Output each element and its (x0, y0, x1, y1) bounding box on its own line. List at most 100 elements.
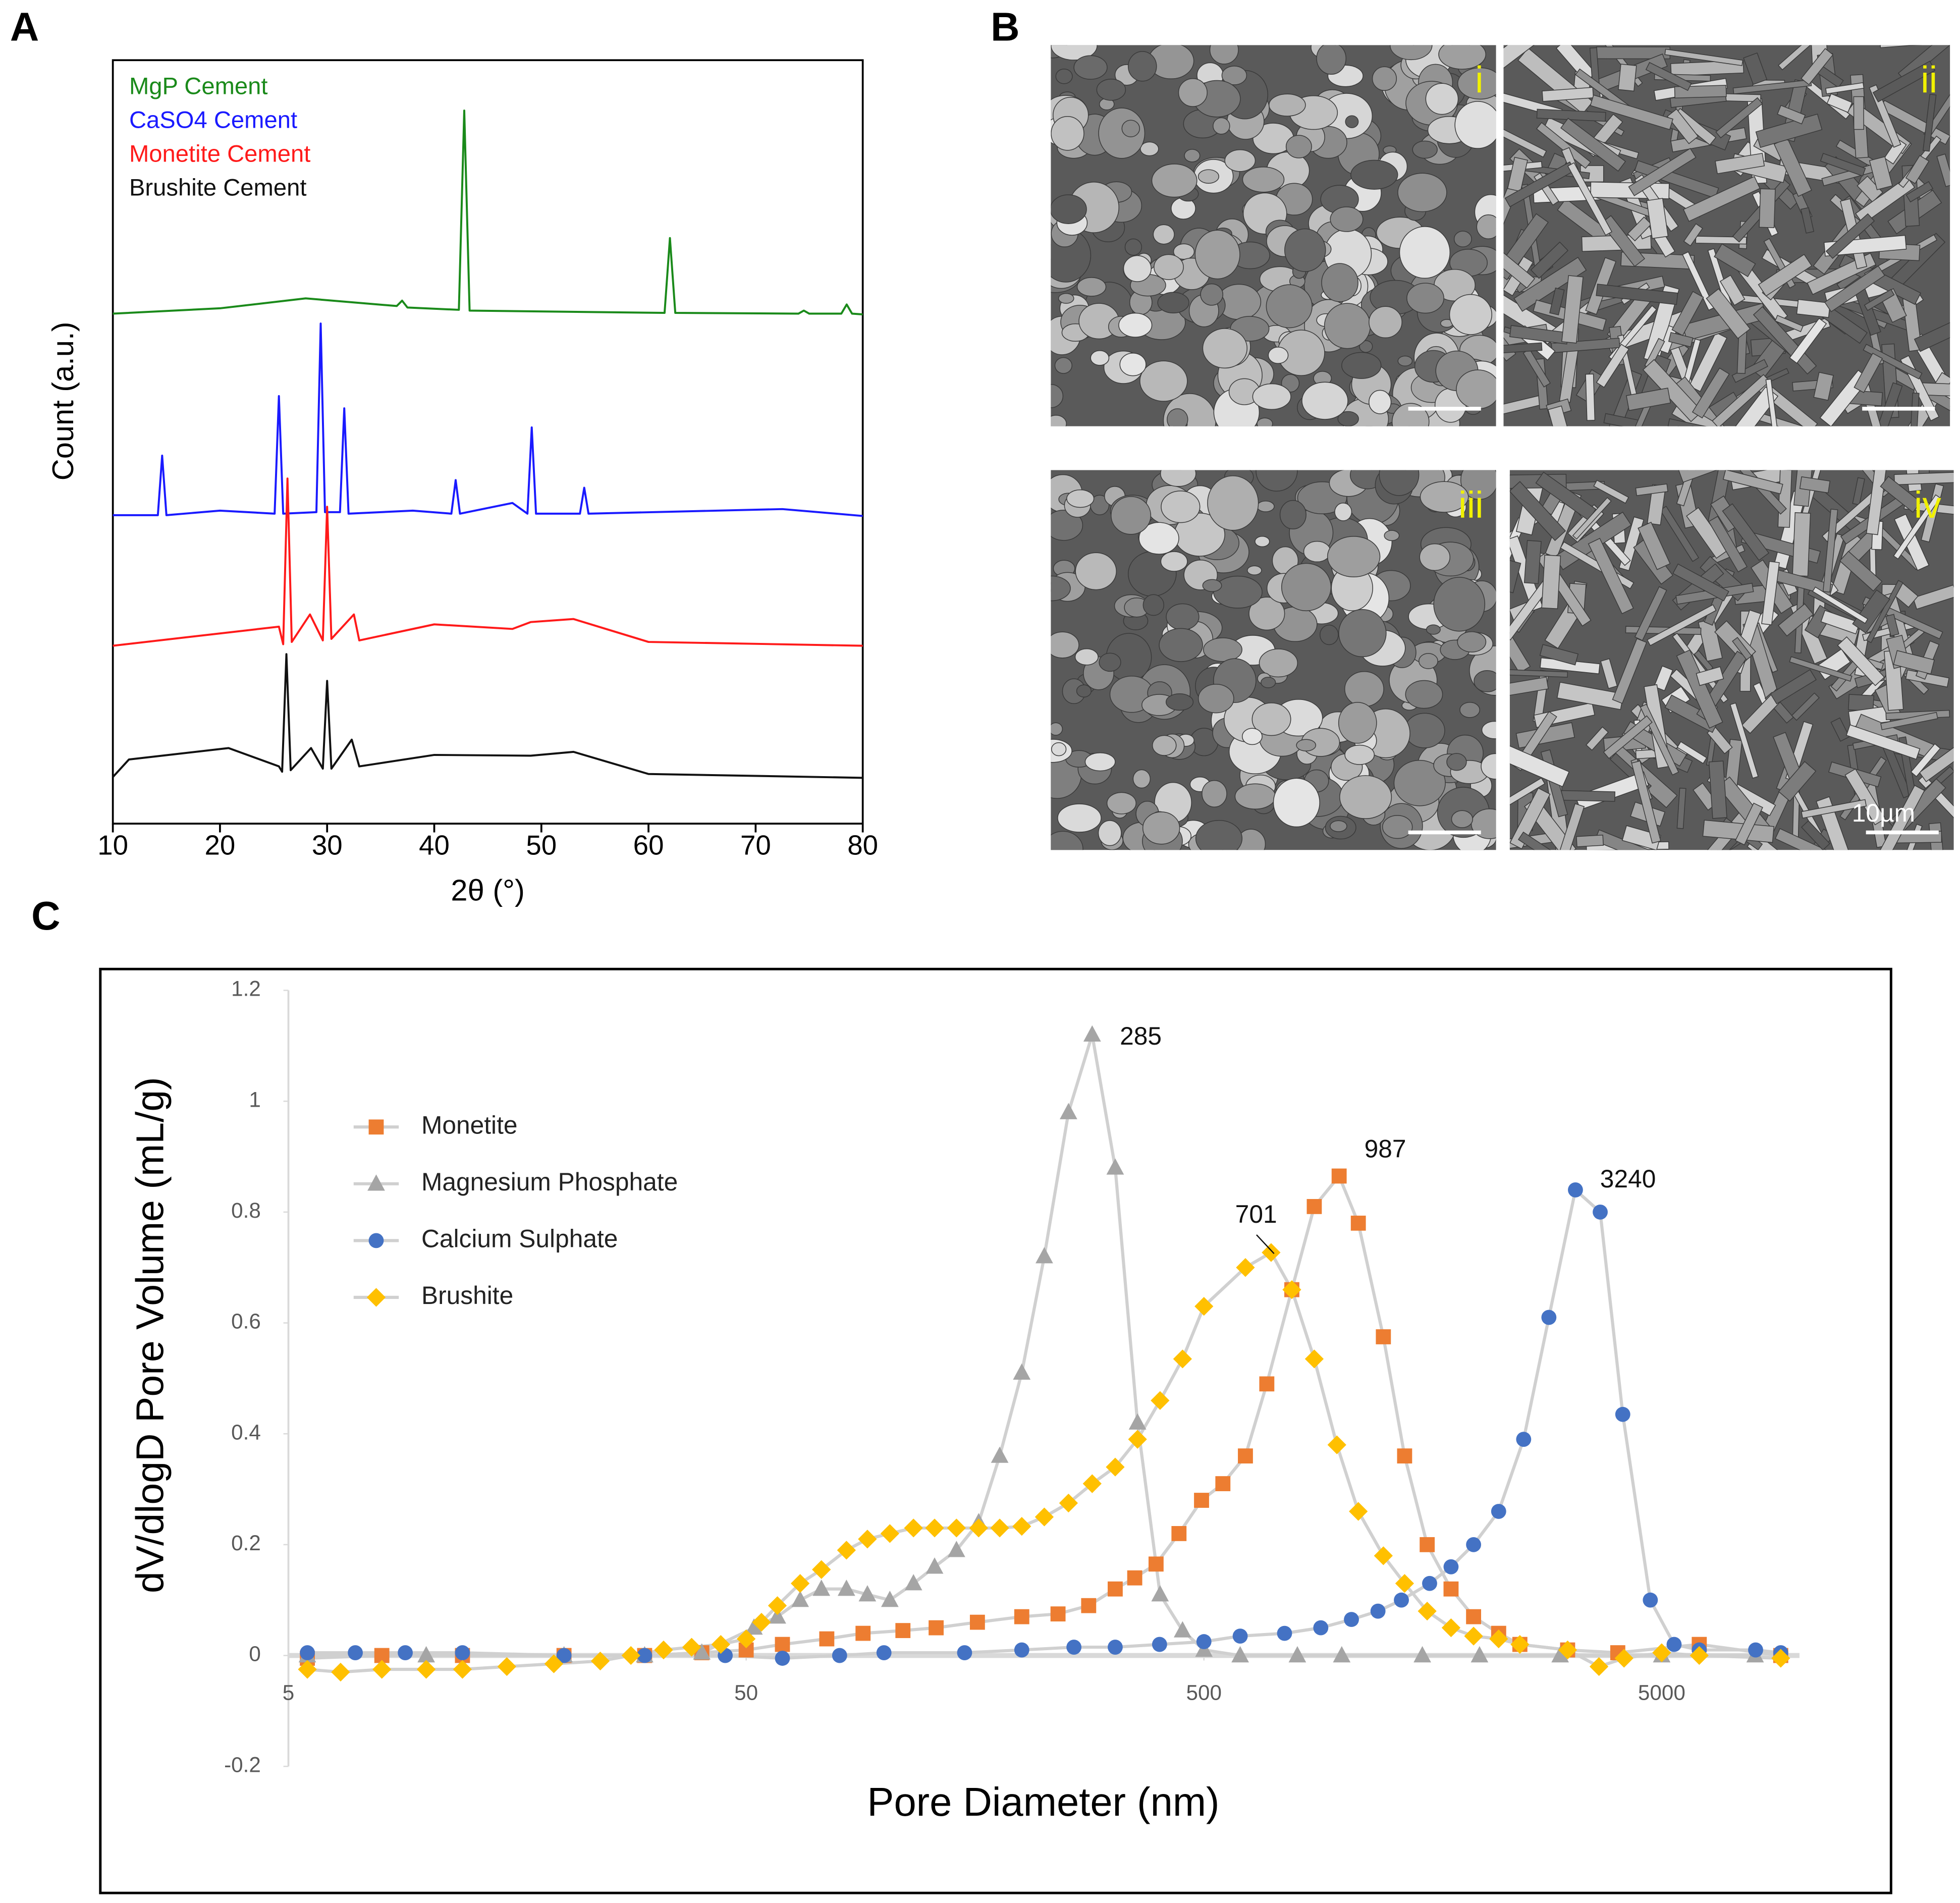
grain (1397, 355, 1413, 366)
crystal (1668, 332, 1694, 348)
marker (1690, 1646, 1709, 1665)
grain (1419, 543, 1451, 571)
crystal (1799, 476, 1831, 494)
marker (1238, 1448, 1253, 1464)
grain (1404, 713, 1445, 748)
marker (1397, 1448, 1412, 1464)
marker (1173, 1621, 1191, 1638)
texture (1509, 470, 1954, 850)
grain (1460, 470, 1496, 500)
legend-marker (367, 1174, 385, 1191)
marker (497, 1657, 516, 1676)
micrograph-label: iv (1914, 484, 1941, 526)
crystal (1625, 388, 1671, 411)
grain (1142, 594, 1165, 616)
crystal (1692, 367, 1730, 419)
marker (621, 1646, 640, 1665)
grain (1345, 115, 1359, 128)
crystal (1539, 644, 1579, 666)
grain (1296, 739, 1317, 751)
marker (1350, 1215, 1366, 1231)
marker (590, 1651, 610, 1671)
marker (556, 1648, 572, 1663)
crystal (1696, 666, 1724, 686)
y-axis-label: Count (a.u.) (46, 322, 80, 481)
marker (1231, 1646, 1249, 1663)
micrograph-label: iii (1458, 484, 1484, 526)
marker (1215, 1476, 1231, 1491)
crystal (1530, 241, 1569, 279)
crystal (1509, 481, 1566, 541)
marker (544, 1654, 564, 1673)
crystal (1551, 338, 1620, 353)
marker (1127, 1570, 1142, 1586)
crystal (1893, 650, 1935, 675)
texture (1503, 45, 1950, 426)
crystal (1646, 198, 1669, 239)
grain (1251, 702, 1291, 736)
grain (1051, 194, 1087, 224)
marker (1771, 1649, 1790, 1668)
marker (1344, 1612, 1359, 1627)
grain (1316, 45, 1346, 75)
x-tick-label: 5000 (1638, 1681, 1685, 1705)
marker (1050, 1606, 1066, 1622)
panel-label: A (10, 5, 39, 49)
marker (1516, 1432, 1532, 1447)
crystal (1645, 62, 1692, 91)
crystal (1612, 638, 1647, 704)
grain (1457, 631, 1487, 653)
marker (745, 1618, 763, 1635)
grain (1327, 536, 1381, 578)
crystal (1761, 561, 1780, 626)
grain (1457, 67, 1496, 100)
marker (969, 1614, 985, 1630)
crystal (1825, 82, 1865, 94)
marker (693, 1643, 711, 1660)
marker (372, 1660, 392, 1679)
crystal (1631, 760, 1661, 844)
crystal (1914, 322, 1950, 352)
grain (1096, 79, 1126, 101)
grain (1111, 496, 1152, 535)
grain (1384, 530, 1400, 541)
marker (1466, 1537, 1481, 1552)
legend-entry: Monetite Cement (129, 141, 310, 168)
grain (1285, 135, 1312, 158)
grain (1426, 624, 1441, 635)
grain (1152, 735, 1177, 756)
grain (1344, 744, 1375, 765)
micrograph: iv 10µm (1509, 470, 1954, 850)
grain (1242, 167, 1285, 193)
crystal (1560, 118, 1626, 172)
marker (1232, 1628, 1248, 1644)
y-tick-label: 0.8 (231, 1199, 261, 1222)
annotation-leader (1256, 1234, 1275, 1255)
marker (1331, 1168, 1347, 1184)
marker (1081, 1598, 1097, 1613)
marker (1262, 1243, 1281, 1262)
crystal (1839, 551, 1883, 592)
crystal (1590, 94, 1673, 130)
grain (1268, 347, 1289, 364)
grain (1259, 648, 1298, 678)
crystal (1885, 614, 1899, 637)
grain (1197, 169, 1220, 184)
x-tick-label: 20 (205, 830, 236, 861)
crystal (1792, 512, 1811, 577)
marker (711, 1635, 730, 1654)
crystal (1596, 284, 1678, 305)
marker (637, 1648, 652, 1663)
grain (1481, 753, 1496, 780)
crystal (1735, 802, 1763, 846)
crystal (1729, 702, 1759, 779)
marker (1666, 1637, 1682, 1652)
grain (1051, 631, 1079, 659)
crystal (1503, 342, 1543, 353)
marker (1394, 1592, 1409, 1608)
crystal (1905, 155, 1930, 184)
grain (1368, 390, 1392, 414)
grain (1446, 753, 1467, 771)
grain (1379, 470, 1420, 496)
